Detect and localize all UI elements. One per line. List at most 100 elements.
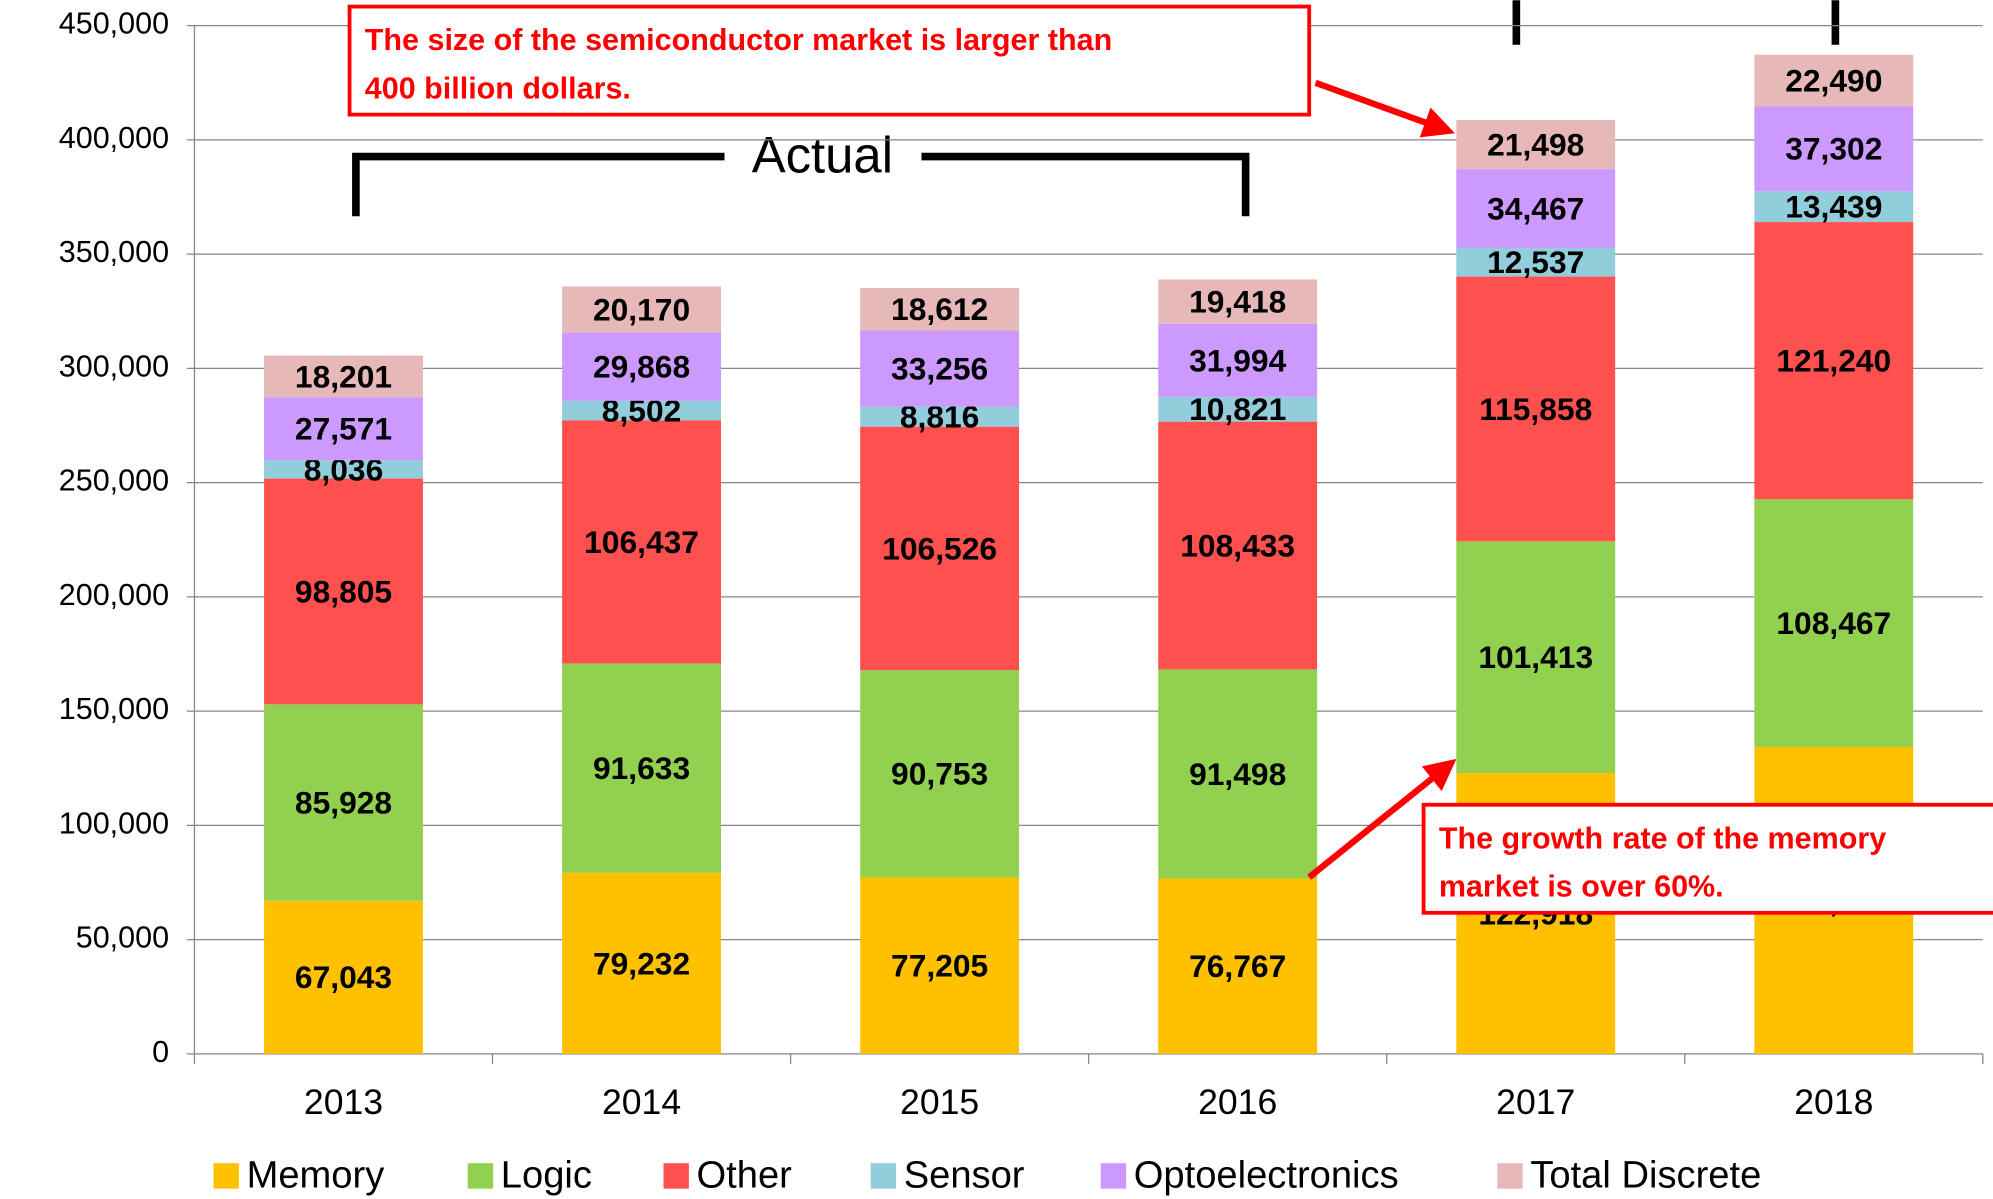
legend-swatch: [1100, 1163, 1127, 1189]
data-label: 77,205: [891, 948, 988, 984]
data-label: 91,498: [1189, 756, 1286, 792]
data-label: 34,467: [1487, 190, 1584, 226]
data-label: 37,302: [1785, 131, 1882, 167]
data-label: 106,437: [584, 524, 699, 560]
y-tick-label: 400,000: [59, 121, 169, 155]
bar-segment: [264, 355, 423, 398]
legend-swatch: [1497, 1163, 1523, 1189]
data-label: 20,170: [593, 291, 690, 327]
data-label: 18,201: [295, 358, 392, 394]
data-label: 29,868: [593, 349, 690, 385]
legend-label: Logic: [501, 1153, 592, 1196]
data-label: 76,767: [1189, 948, 1286, 984]
x-tick-label: 2016: [1198, 1082, 1277, 1122]
data-label: 27,571: [295, 411, 392, 447]
data-label: 108,467: [1776, 605, 1891, 641]
data-label: 19,418: [1189, 284, 1286, 320]
x-tick-label: 2017: [1496, 1082, 1575, 1122]
annotation-box: [1421, 802, 1993, 915]
legend-swatch: [467, 1163, 494, 1189]
data-label: 33,256: [891, 350, 988, 386]
y-tick-label: 450,000: [59, 7, 169, 41]
bar-segment: [562, 286, 722, 333]
legend-swatch: [870, 1163, 897, 1189]
bar-segment: [1456, 247, 1616, 277]
y-tick-label: 300,000: [59, 349, 169, 383]
legend-label: Memory: [247, 1153, 385, 1196]
data-label: 106,526: [882, 530, 997, 566]
bar-segment: [264, 460, 423, 479]
x-tick-label: 2013: [304, 1082, 383, 1122]
data-label: 85,928: [295, 784, 392, 820]
bar-segment: [1754, 191, 1914, 223]
bar-segment: [1456, 169, 1616, 248]
x-tick-label: 2014: [602, 1082, 681, 1122]
bar-segment: [1456, 276, 1616, 542]
x-tick-label: 2018: [1794, 1082, 1873, 1122]
bar-segment: [562, 872, 722, 1054]
bar-segment: [1754, 499, 1914, 747]
bar-segment: [860, 877, 1020, 1054]
bar-segment: [1754, 54, 1914, 107]
data-label: 115,858: [1479, 391, 1592, 427]
bar-segment: [860, 406, 1020, 427]
forecast-bracket: [1512, 0, 1840, 45]
legend-swatch: [213, 1163, 239, 1189]
legend-label: Other: [697, 1153, 793, 1196]
data-label: 98,805: [295, 573, 392, 609]
data-label: 121,240: [1776, 343, 1891, 379]
y-tick-label: 150,000: [59, 692, 169, 726]
data-label: 31,994: [1189, 342, 1286, 378]
annotation-text: market is over 60%.: [1439, 870, 1724, 904]
bar-segment: [1158, 279, 1318, 324]
bar-segment: [264, 900, 423, 1054]
bar-segment: [1158, 396, 1318, 422]
y-tick-label: 50,000: [76, 921, 169, 955]
bar-segment: [1158, 421, 1318, 670]
annotation-text: 400 billion dollars.: [365, 72, 631, 106]
bar-segment: [1456, 541, 1616, 774]
bar-segment: [1158, 669, 1318, 879]
data-label: 90,753: [891, 756, 988, 792]
bar-segment: [264, 397, 423, 461]
bar-segment: [1754, 222, 1914, 500]
bar-segment: [562, 400, 722, 421]
y-tick-label: 200,000: [59, 578, 169, 612]
actual-bracket: [352, 152, 1250, 217]
bar-segment: [860, 288, 1020, 331]
y-tick-label: 100,000: [59, 806, 169, 840]
annotation-arrow: [1314, 79, 1455, 138]
legend-label: Optoelectronics: [1134, 1153, 1399, 1196]
bar-segment: [860, 330, 1020, 407]
bar-segment: [860, 426, 1020, 671]
data-label: 18,612: [891, 291, 988, 327]
bar-segment: [1158, 878, 1318, 1054]
annotation-text: The growth rate of the memory: [1439, 821, 1886, 855]
data-label: 22,490: [1785, 62, 1882, 98]
y-tick-label: 0: [152, 1035, 169, 1069]
legend-label: Sensor: [904, 1153, 1025, 1196]
annotation-arrow: [1307, 758, 1457, 880]
data-label: 10,821: [1189, 391, 1286, 427]
y-tick-label: 350,000: [59, 235, 169, 269]
legend-label: Total Discrete: [1530, 1153, 1761, 1196]
bar-segment: [562, 663, 722, 873]
bracket-label: Actual: [752, 127, 893, 184]
y-tick-label: 250,000: [59, 464, 169, 498]
data-label: 21,498: [1487, 127, 1584, 163]
bar-segment: [562, 332, 722, 401]
data-label: 79,232: [593, 945, 690, 981]
legend-swatch: [663, 1163, 689, 1189]
bar-segment: [562, 420, 722, 664]
bar-segment: [1754, 106, 1914, 192]
data-label: 91,633: [593, 750, 690, 786]
data-label: 67,043: [295, 959, 392, 995]
bar-segment: [860, 670, 1020, 878]
bar-segment: [1456, 120, 1616, 170]
data-label: 12,537: [1487, 244, 1584, 280]
data-label: 101,413: [1478, 639, 1593, 675]
bar-segment: [264, 478, 423, 705]
data-label: 13,439: [1785, 189, 1882, 225]
annotation-box: [347, 4, 1312, 117]
